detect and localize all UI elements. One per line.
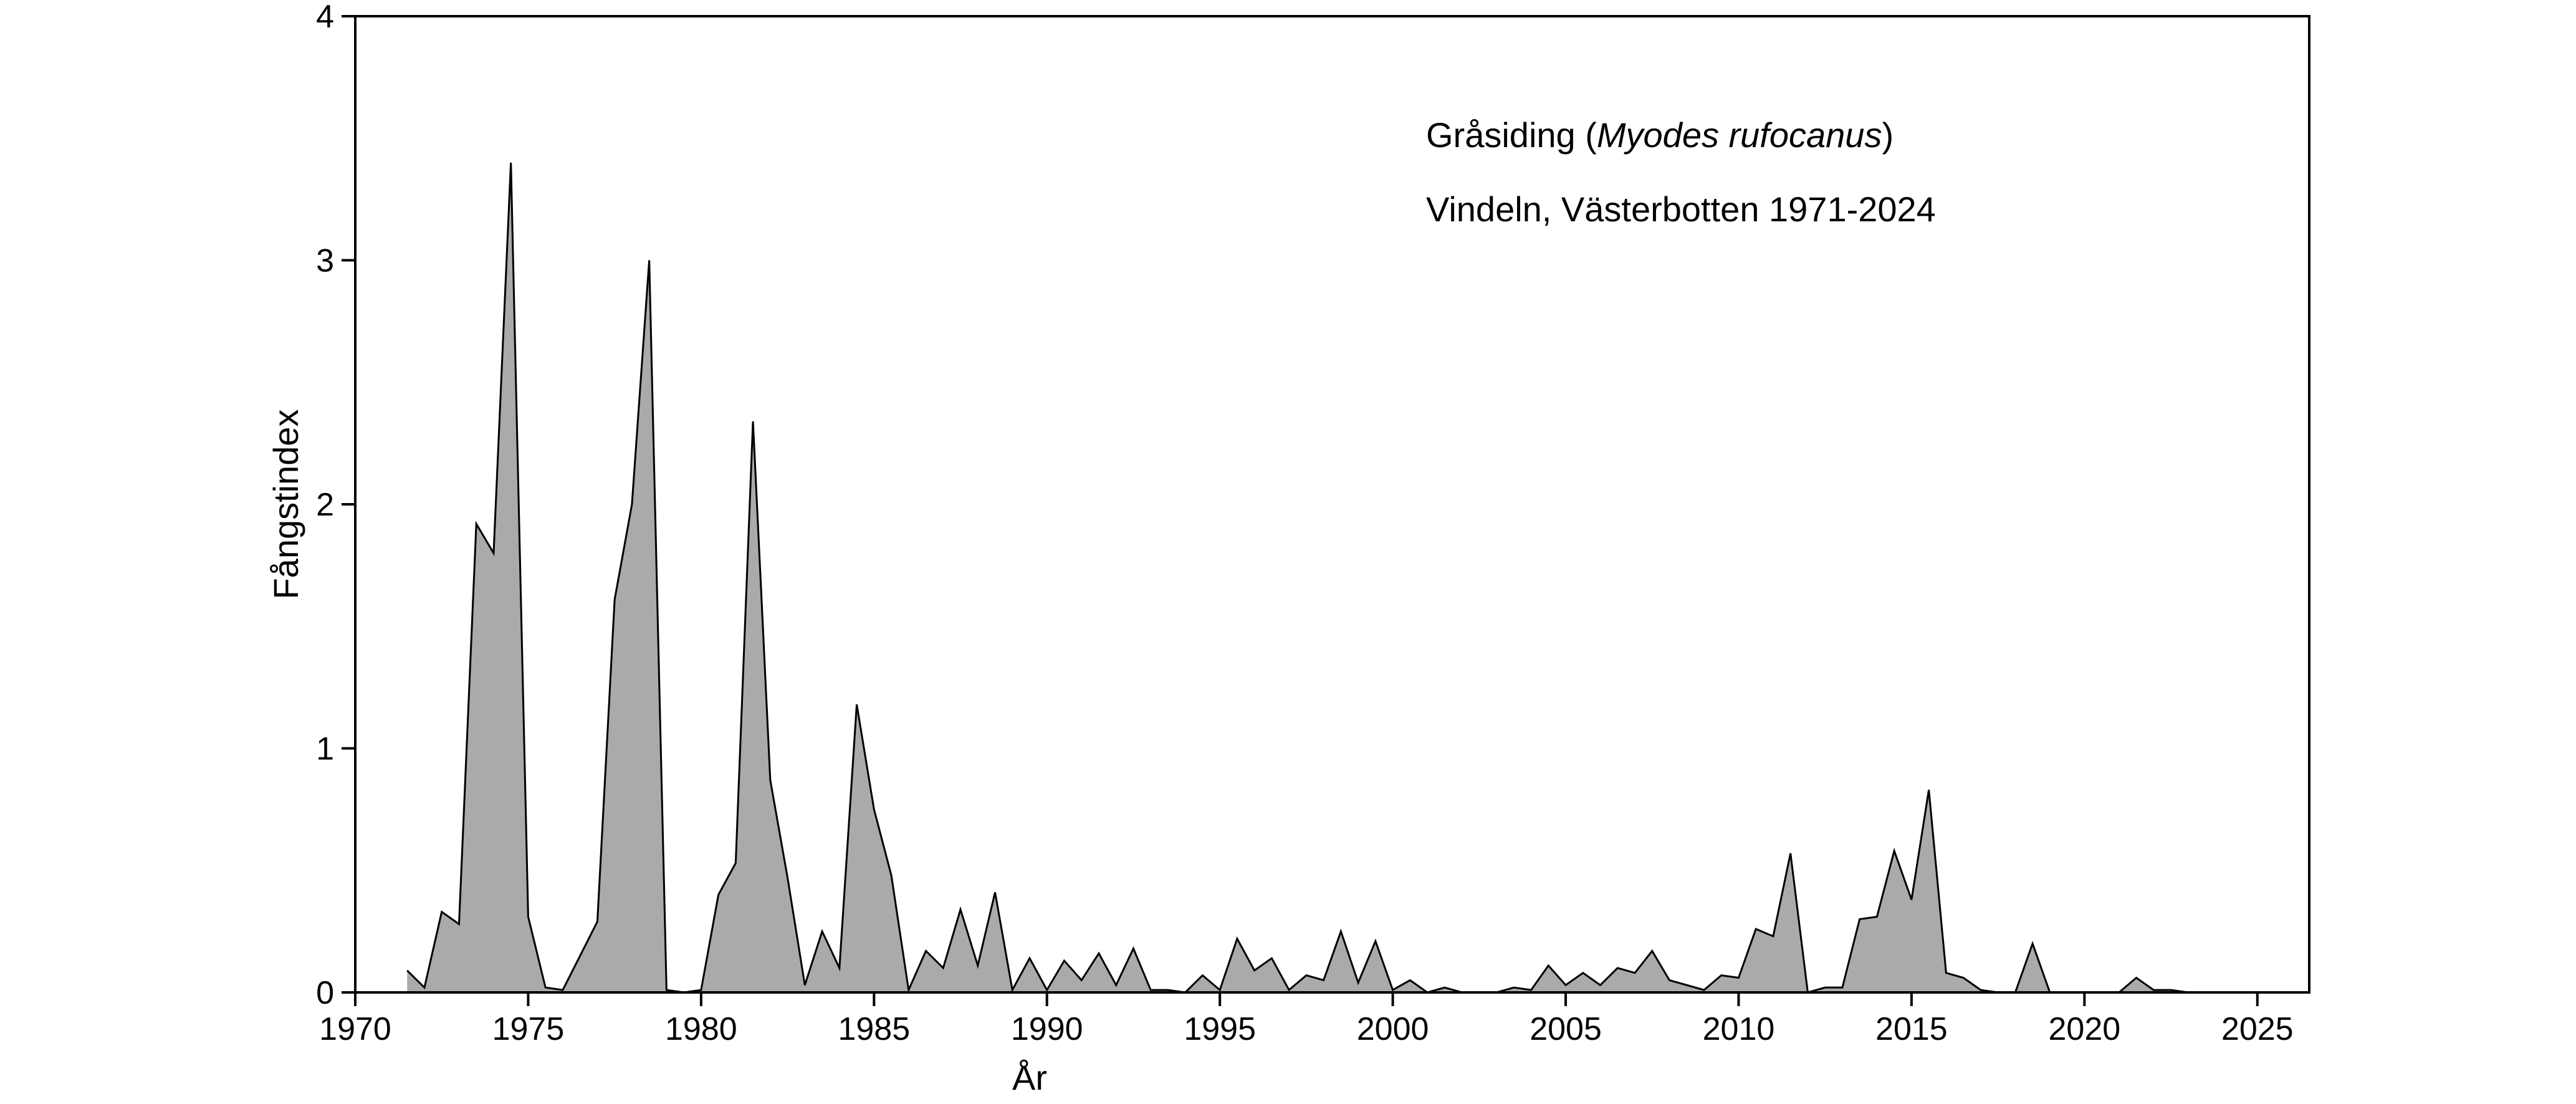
y-tick-label: 3 bbox=[316, 243, 334, 279]
series-layer bbox=[406, 162, 2223, 994]
y-tick-label: 1 bbox=[316, 731, 334, 767]
species-annotation: Gråsiding (Myodes rufocanus) bbox=[1426, 115, 1894, 155]
location-annotation: Vindeln, Västerbotten 1971-2024 bbox=[1426, 190, 1936, 229]
species-latin-name: Myodes rufocanus bbox=[1597, 115, 1882, 155]
x-axis: 1970 1975 1980 1985 1990 1995 2000 2005 2010 2015… bbox=[319, 992, 2294, 1047]
x-tick-label: 1980 bbox=[665, 1011, 737, 1047]
species-common-name: Gråsiding ( bbox=[1426, 115, 1597, 155]
x-tick-label: 1970 bbox=[319, 1011, 391, 1047]
x-tick-label: 2015 bbox=[1875, 1011, 1948, 1047]
species-close-paren: ) bbox=[1882, 115, 1894, 155]
x-tick-label: 1995 bbox=[1184, 1011, 1256, 1047]
y-tick-label: 4 bbox=[316, 0, 334, 35]
area-fill-series-0 bbox=[407, 162, 2223, 992]
y-tick-label: 0 bbox=[316, 975, 334, 1011]
x-tick-label: 1975 bbox=[492, 1011, 565, 1047]
y-axis-label: Fångstindex bbox=[266, 409, 305, 599]
x-tick-label: 1990 bbox=[1011, 1011, 1083, 1047]
x-tick-label: 2025 bbox=[2221, 1011, 2294, 1047]
x-tick-label: 2010 bbox=[1703, 1011, 1775, 1047]
x-tick-label: 2005 bbox=[1530, 1011, 1602, 1047]
x-axis-label: År bbox=[1012, 1058, 1047, 1097]
y-axis: 0 1 2 3 4 bbox=[316, 0, 355, 1011]
y-tick-label: 2 bbox=[316, 487, 334, 523]
series-line-0 bbox=[406, 162, 2223, 994]
x-tick-label: 1985 bbox=[838, 1011, 910, 1047]
x-tick-label: 2000 bbox=[1357, 1011, 1429, 1047]
x-tick-label: 2020 bbox=[2048, 1011, 2120, 1047]
